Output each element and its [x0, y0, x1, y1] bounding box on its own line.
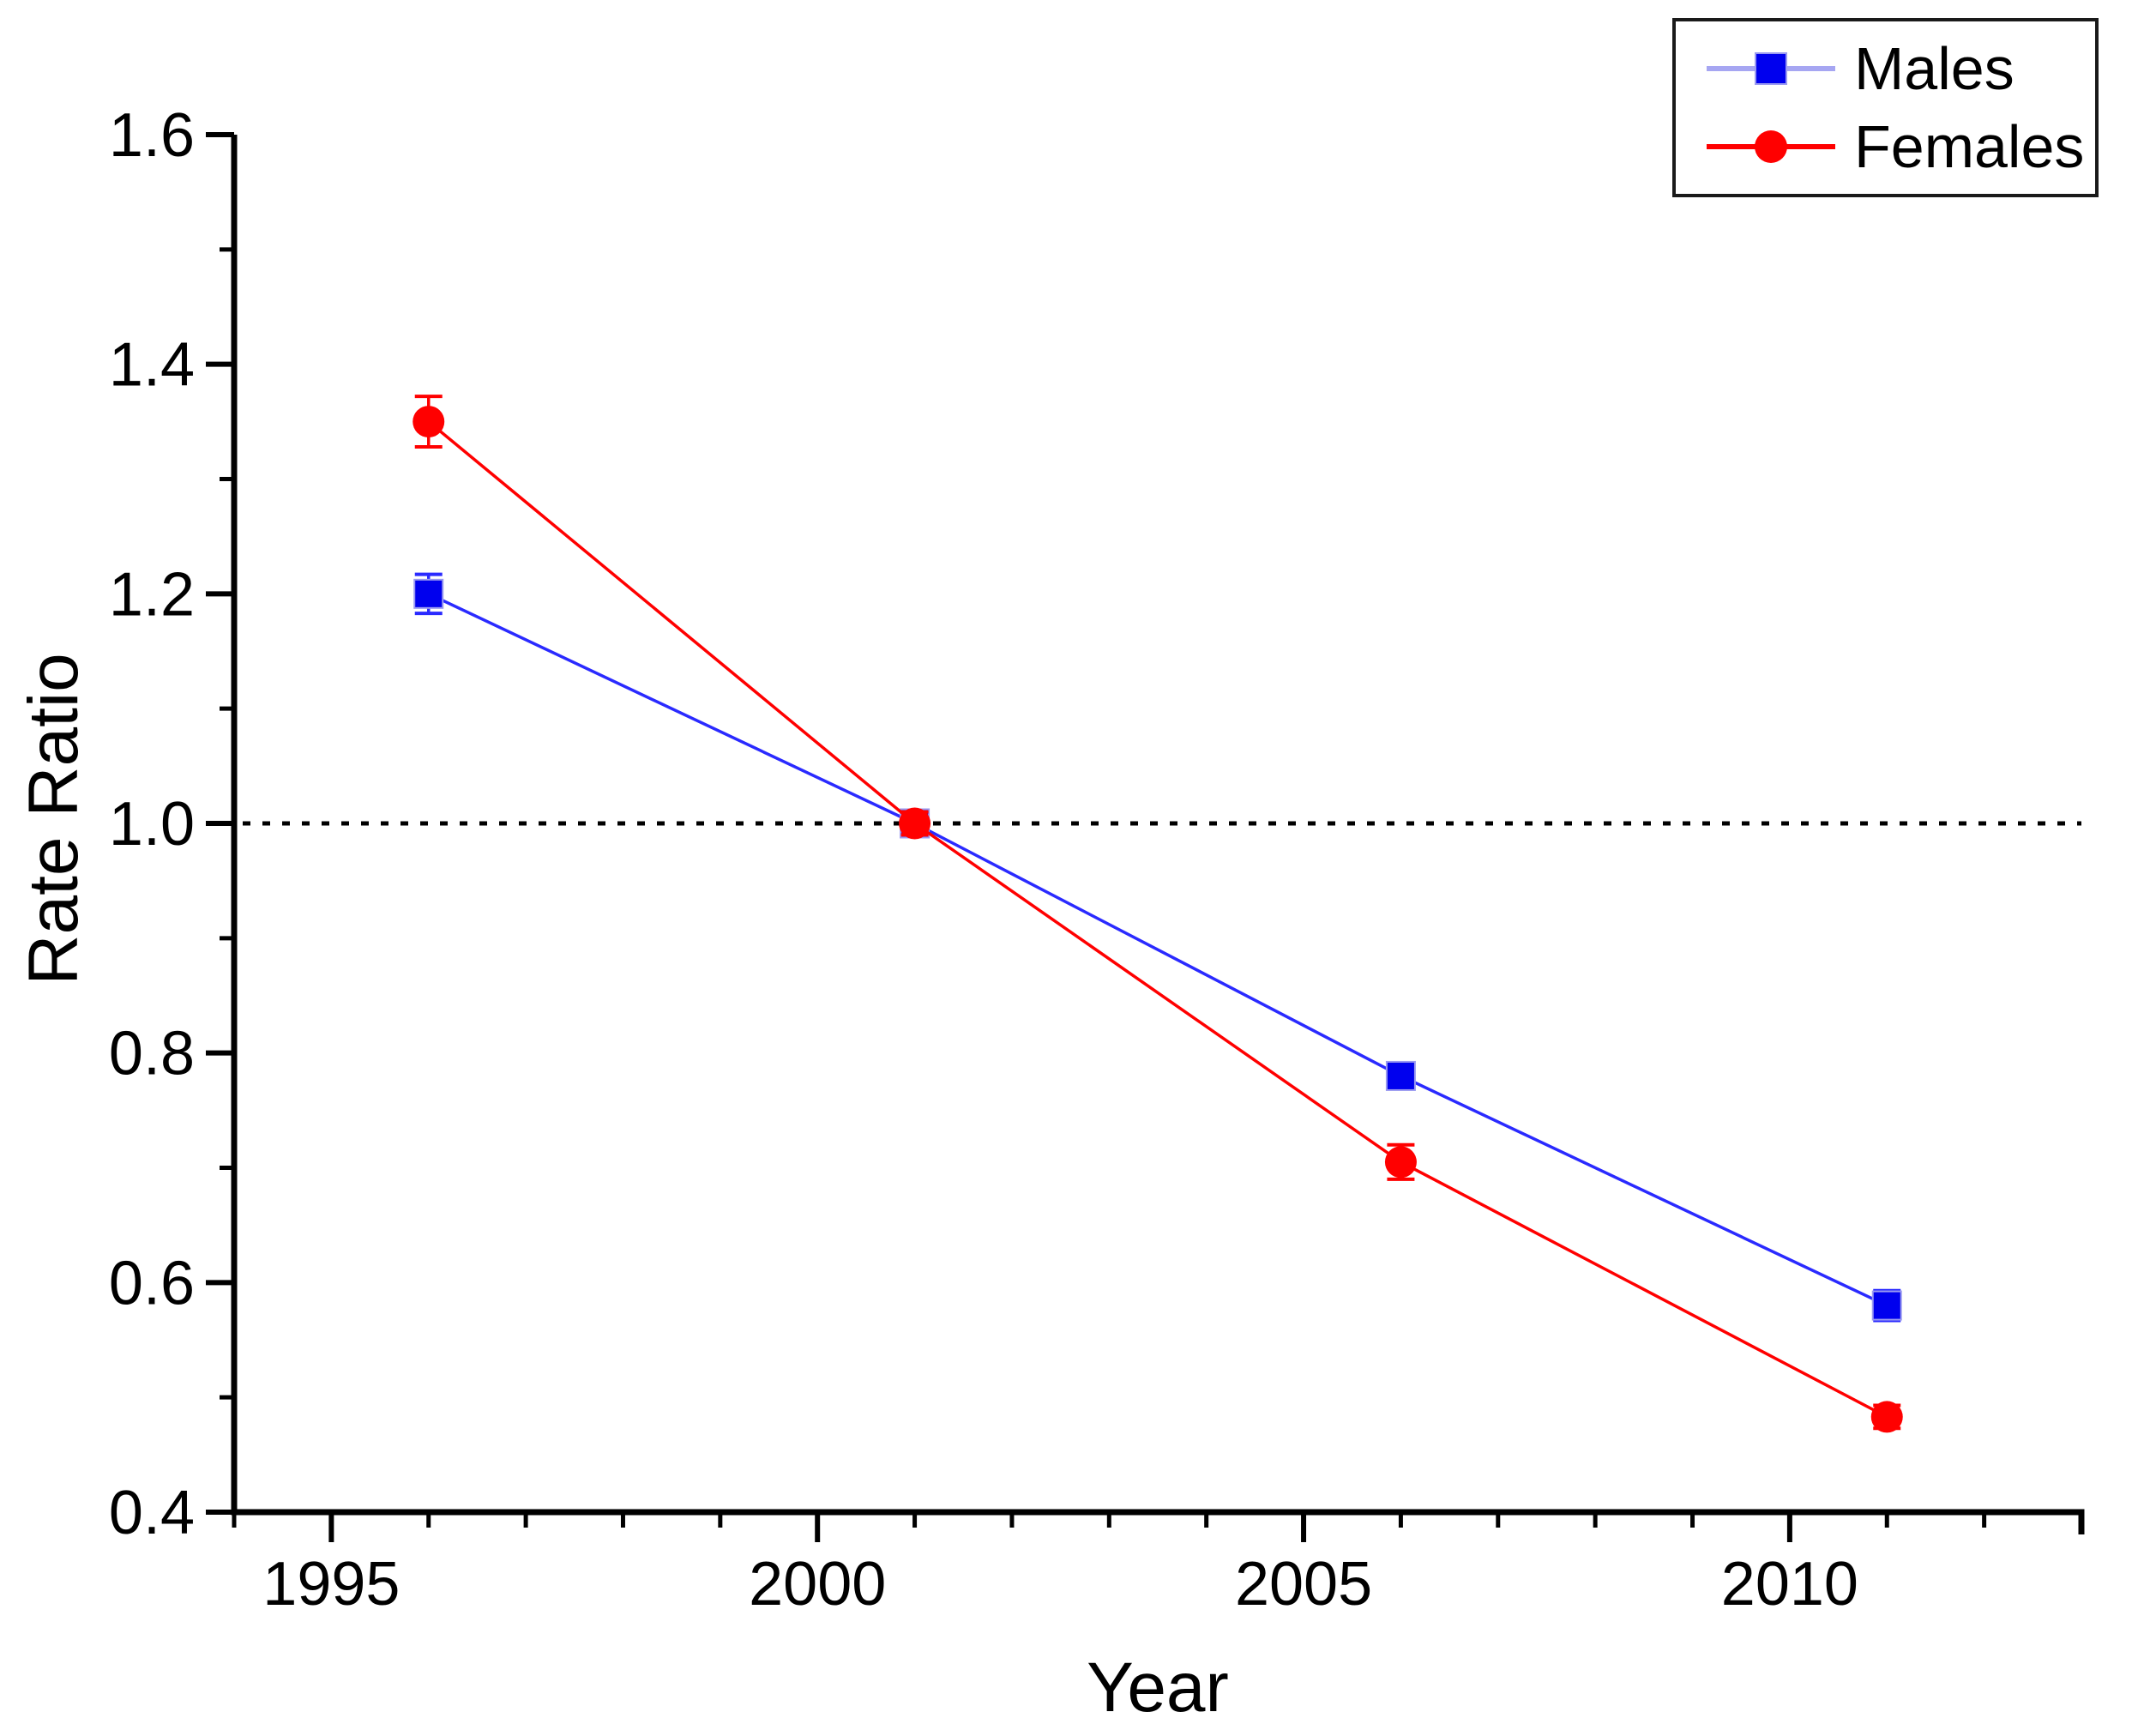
females-legend-label: Females: [1854, 112, 2085, 180]
males-square-marker-icon: [413, 578, 444, 609]
y-tick-label: 1.6: [109, 101, 195, 170]
males-square-marker-icon: [1756, 54, 1786, 84]
females-line: [427, 420, 1888, 1419]
y-tick-label: 1.4: [109, 331, 195, 400]
males-legend-graphic: [1707, 50, 1835, 87]
males-legend-label: Males: [1854, 35, 2014, 103]
females-circle-marker-icon: [899, 807, 931, 840]
y-tick-label: 1.0: [109, 790, 195, 859]
x-tick-label: 2000: [749, 1550, 886, 1619]
x-tick-label: 2005: [1235, 1550, 1372, 1619]
males-line: [427, 592, 1888, 1307]
x-axis-title: Year: [1087, 1649, 1229, 1718]
females-legend-graphic: [1707, 128, 1835, 166]
females-circle-marker-icon: [1384, 1146, 1417, 1178]
y-tick-label: 0.6: [109, 1249, 195, 1317]
y-axis-title: Rate Ratio: [15, 653, 93, 985]
legend-item-males: Males: [1676, 39, 2095, 99]
females-circle-marker-icon: [413, 406, 445, 438]
y-tick-label: 0.4: [109, 1479, 195, 1547]
x-tick-label: 2010: [1721, 1550, 1858, 1619]
legend: Males Females: [1672, 18, 2099, 197]
axis-spines: [231, 135, 2085, 1534]
females-circle-marker-icon: [1870, 1401, 1903, 1433]
x-tick-label: 1995: [262, 1550, 400, 1619]
females-circle-marker-icon: [1755, 130, 1787, 163]
y-tick-label: 1.2: [109, 560, 195, 629]
legend-item-females: Females: [1676, 117, 2095, 177]
y-tick-label: 0.8: [109, 1020, 195, 1088]
males-square-marker-icon: [1871, 1290, 1902, 1321]
males-square-marker-icon: [1385, 1060, 1416, 1091]
